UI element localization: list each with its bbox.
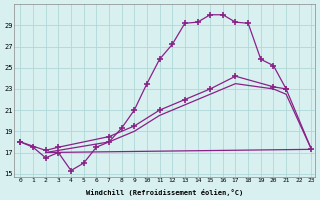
X-axis label: Windchill (Refroidissement éolien,°C): Windchill (Refroidissement éolien,°C) xyxy=(86,189,243,196)
